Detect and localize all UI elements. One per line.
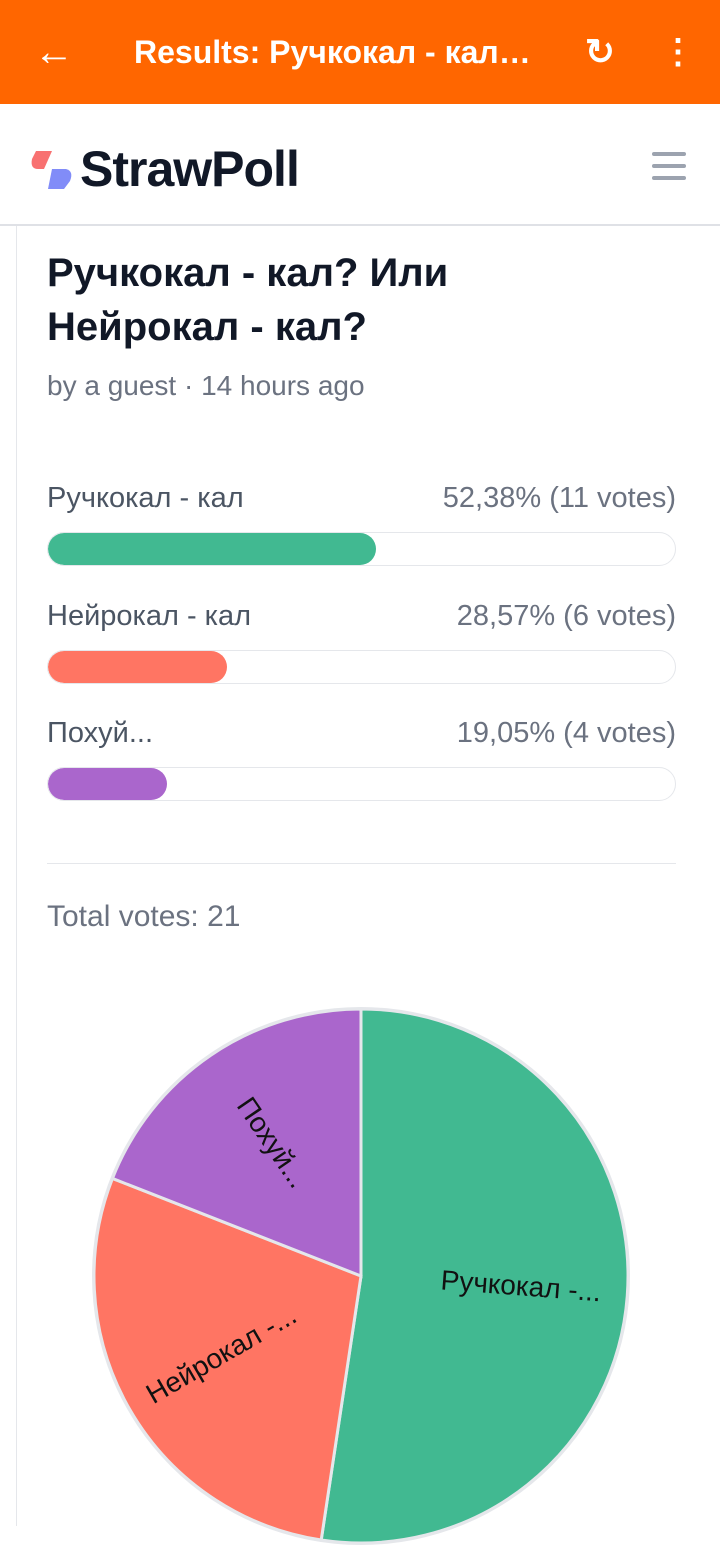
progress-fill (48, 533, 377, 565)
result-option: Похуй... 19,05% (4 votes) (47, 713, 676, 801)
strawpoll-logo[interactable]: StrawPoll (30, 141, 300, 197)
app-bar-title: Results: Ручкокал - кал? Или Нейрокал - … (134, 34, 544, 70)
app-bar: ← Results: Ручкокал - кал? Или Нейрокал … (0, 0, 720, 104)
poll-meta: by a guest · 14 hours ago (47, 370, 365, 401)
option-result: 52,38% (11 votes) (442, 482, 676, 514)
hamburger-menu-icon[interactable] (652, 152, 686, 180)
progress-fill (48, 768, 168, 800)
refresh-icon[interactable]: ↻ (584, 31, 616, 72)
logo-text: StrawPoll (80, 141, 300, 197)
progress-fill (48, 651, 228, 683)
total-votes: Total votes: 21 (47, 900, 241, 933)
pie-slice[interactable] (110, 1007, 363, 1279)
progress-bar (47, 767, 676, 801)
option-result: 19,05% (4 votes) (456, 717, 676, 749)
divider (47, 863, 676, 864)
poll-card (16, 226, 720, 1526)
logo-mark-icon (31, 151, 72, 189)
result-option: Ручкокал - кал 52,38% (11 votes) (47, 478, 676, 566)
site-header: StrawPoll (0, 104, 720, 226)
option-label: Нейрокал - кал (47, 600, 252, 632)
pie-chart: Ручкокал -...Нейрокал -...Похуй... (92, 1007, 630, 1545)
option-label: Ручкокал - кал (47, 482, 244, 514)
progress-bar (47, 650, 676, 684)
poll-title: Ручкокал - кал? Или Нейрокал - кал? (47, 251, 449, 349)
option-result: 28,57% (6 votes) (456, 600, 676, 632)
option-label: Похуй... (47, 717, 154, 749)
progress-bar (47, 532, 676, 566)
arrow-left-icon[interactable]: ← (34, 30, 74, 74)
result-option: Нейрокал - кал 28,57% (6 votes) (47, 596, 676, 684)
more-vertical-icon[interactable]: ⋮ (661, 33, 695, 71)
